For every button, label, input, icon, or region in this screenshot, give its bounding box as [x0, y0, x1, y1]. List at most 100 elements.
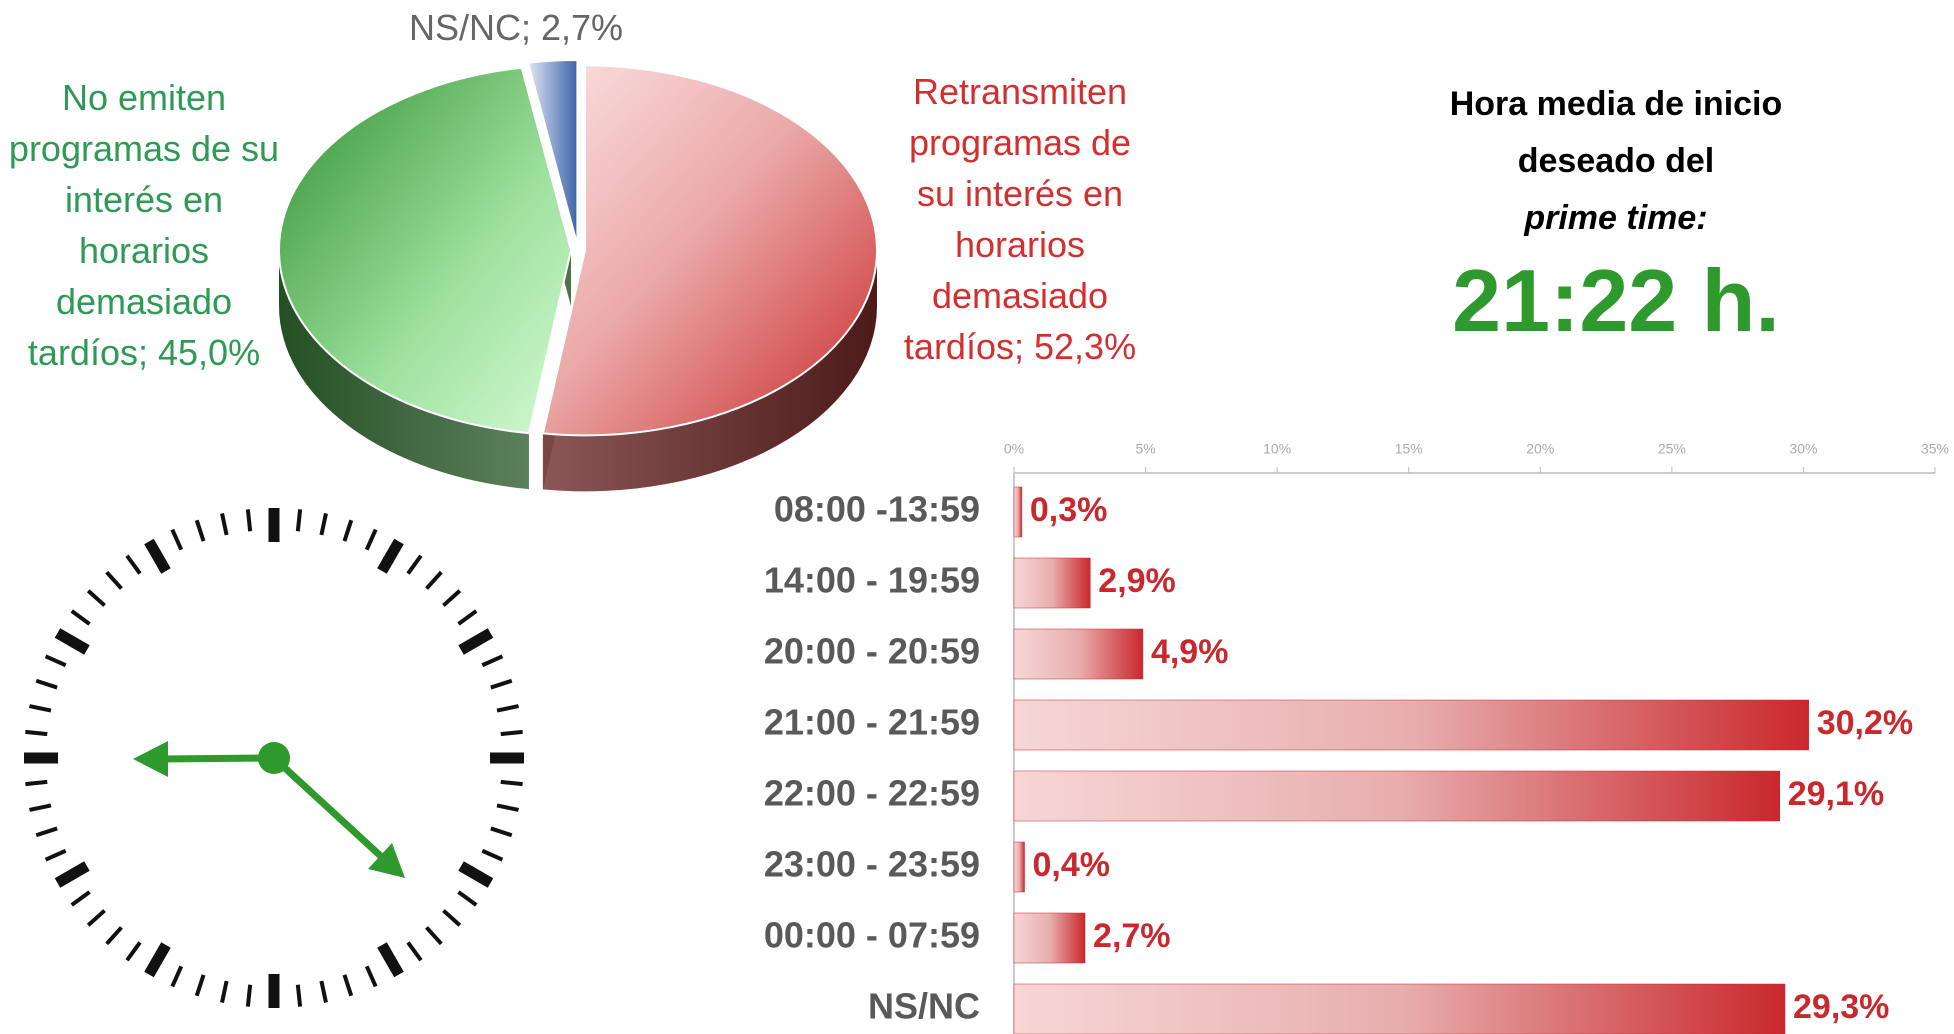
- clock-tick: [25, 780, 47, 786]
- pie-label: Retransmiten programas de su interés en …: [885, 66, 1155, 372]
- clock-tick: [55, 861, 90, 888]
- clock-tick: [457, 890, 477, 906]
- x-tick-label: 25%: [1658, 441, 1686, 457]
- clock-tick: [343, 520, 354, 542]
- y-tick-label: 14:00 - 19:59: [764, 560, 980, 601]
- pie-value-label: 2,7%: [541, 7, 623, 48]
- callout-title: Hora media de inicio deseado del prime t…: [1416, 76, 1816, 247]
- bar: [1014, 984, 1785, 1034]
- clock-tick: [45, 654, 67, 667]
- clock-tick: [296, 509, 302, 531]
- clock-tick: [25, 730, 47, 736]
- clock-tick: [220, 981, 228, 1003]
- x-tick-label: 20%: [1526, 441, 1554, 457]
- y-tick-label: 22:00 - 22:59: [764, 773, 980, 814]
- clock-tick: [425, 571, 443, 590]
- clock-tick: [246, 985, 252, 1007]
- clock-tick: [501, 780, 523, 786]
- clock-tick: [501, 730, 523, 736]
- clock-tick: [45, 849, 67, 862]
- x-tick-label: 5%: [1135, 441, 1155, 457]
- x-tick-label: 30%: [1789, 441, 1817, 457]
- clock-tick: [170, 529, 183, 551]
- clock-tick: [457, 609, 477, 625]
- y-tick-label: 23:00 - 23:59: [764, 844, 980, 885]
- clock-tick: [377, 942, 404, 977]
- pie-category: No emiten programas de su interés en hor…: [9, 77, 279, 373]
- bar: [1014, 558, 1090, 608]
- clock-tick: [497, 803, 519, 811]
- x-tick-label: 10%: [1263, 441, 1291, 457]
- clock-tick: [497, 704, 519, 712]
- bar: [1014, 771, 1780, 821]
- y-tick-label: 08:00 -13:59: [774, 489, 980, 530]
- x-tick-label: 35%: [1921, 441, 1949, 457]
- bar: [1014, 487, 1022, 537]
- clock-arrow: [133, 741, 168, 777]
- clock-tick: [377, 539, 404, 574]
- clock-tick: [296, 985, 302, 1007]
- clock-tick: [406, 555, 422, 575]
- callout-emphasis: prime time:: [1416, 190, 1816, 247]
- clock-tick: [343, 974, 354, 996]
- pie-value-label: 45,0%: [158, 332, 260, 373]
- clock-tick: [490, 827, 512, 838]
- clock-tick: [24, 753, 58, 764]
- clock-tick: [195, 520, 206, 542]
- pie-value-label: 52,3%: [1034, 326, 1136, 367]
- pie-category: Retransmiten programas de su interés en …: [904, 71, 1131, 367]
- x-tick-label: 0%: [1004, 441, 1024, 457]
- pie-label: No emiten programas de su interés en hor…: [8, 72, 280, 378]
- clock-tick: [442, 589, 461, 607]
- y-tick-label: 21:00 - 21:59: [764, 702, 980, 743]
- clock-hand: [274, 758, 385, 860]
- page: 0% 5% 10% 15% 20% 25% 30% 35% 08:00 -13:59 0,3% 14…: [0, 0, 1954, 1034]
- value-label: 2,7%: [1093, 917, 1171, 955]
- x-tick-label: 15%: [1395, 441, 1423, 457]
- clock-tick: [55, 628, 90, 655]
- pie-label: NS/NC; 2,7%: [366, 2, 666, 53]
- clock-tick: [458, 628, 493, 655]
- clock-tick: [195, 974, 206, 996]
- clock-tick: [220, 513, 228, 535]
- clock-tick: [425, 926, 443, 945]
- y-tick-label: 20:00 - 20:59: [764, 631, 980, 672]
- value-label: 2,9%: [1098, 562, 1176, 600]
- clock-tick: [144, 539, 171, 574]
- clock-tick: [319, 981, 327, 1003]
- value-label: 0,3%: [1030, 491, 1108, 529]
- bar: [1014, 842, 1025, 892]
- clock-tick: [406, 941, 422, 961]
- clock-center: [258, 742, 290, 774]
- pie-category: NS/NC: [409, 7, 521, 48]
- clock-tick: [87, 909, 106, 927]
- clock-tick: [442, 909, 461, 927]
- value-label: 29,1%: [1788, 775, 1884, 813]
- pie-separator: ;: [138, 332, 158, 373]
- clock-tick: [36, 679, 58, 690]
- clock-tick: [170, 965, 183, 987]
- clock-tick: [458, 861, 493, 888]
- pie-separator: ;: [521, 7, 541, 48]
- clock-tick: [105, 571, 123, 590]
- y-tick-label: NS/NC: [868, 986, 980, 1027]
- value-label: 29,3%: [1793, 988, 1889, 1026]
- clock-tick: [319, 513, 327, 535]
- clock-icon: [24, 508, 524, 1008]
- clock-tick: [481, 654, 503, 667]
- clock-tick: [71, 890, 91, 906]
- clock-tick: [365, 965, 378, 987]
- clock-tick: [29, 803, 51, 811]
- bar: [1014, 913, 1085, 963]
- clock-tick: [144, 942, 171, 977]
- clock-tick: [246, 509, 252, 531]
- clock-tick: [87, 589, 106, 607]
- clock-tick: [125, 941, 141, 961]
- clock-tick: [365, 529, 378, 551]
- clock-tick: [481, 849, 503, 862]
- y-tick-label: 00:00 - 07:59: [764, 915, 980, 956]
- clock-tick: [490, 753, 524, 764]
- clock-tick: [269, 974, 280, 1008]
- bar: [1014, 700, 1809, 750]
- pie-separator: ;: [1014, 326, 1034, 367]
